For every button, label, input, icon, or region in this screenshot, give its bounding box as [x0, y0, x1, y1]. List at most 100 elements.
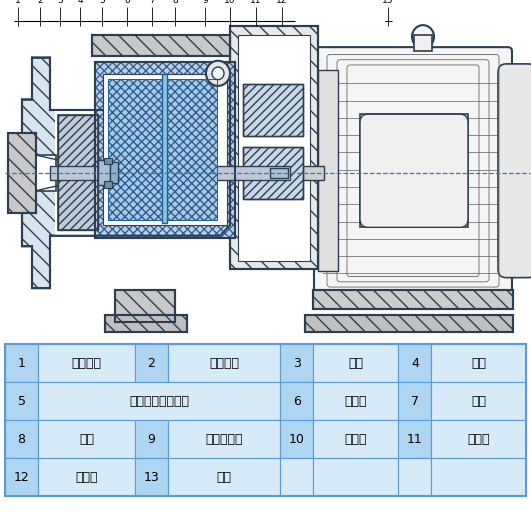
Bar: [360, 114, 468, 227]
Bar: [238, 35, 310, 261]
Bar: [432, 420, 526, 458]
Bar: [105, 315, 187, 332]
FancyBboxPatch shape: [360, 114, 468, 227]
Bar: [110, 162, 118, 183]
Bar: [50, 165, 290, 180]
Bar: [282, 165, 324, 180]
Bar: [243, 146, 303, 199]
Text: 7: 7: [149, 0, 155, 5]
Bar: [95, 62, 235, 238]
Bar: [414, 35, 432, 51]
Text: 11: 11: [407, 433, 423, 446]
Text: 8: 8: [172, 0, 178, 5]
Text: 13: 13: [143, 471, 159, 484]
Text: 13: 13: [382, 0, 394, 5]
Text: 10: 10: [289, 433, 305, 446]
Bar: [398, 458, 432, 496]
Bar: [398, 345, 432, 382]
Bar: [58, 115, 98, 230]
Text: 6: 6: [293, 395, 301, 408]
Bar: [162, 74, 167, 223]
Bar: [398, 420, 432, 458]
Bar: [95, 62, 235, 238]
Bar: [38, 420, 135, 458]
Bar: [280, 382, 313, 420]
Text: 9: 9: [148, 433, 156, 446]
Bar: [243, 84, 303, 136]
Text: 1: 1: [15, 0, 21, 5]
Bar: [230, 26, 318, 269]
Text: 3: 3: [57, 0, 63, 5]
Bar: [313, 382, 398, 420]
Text: 电机: 电机: [217, 471, 232, 484]
Text: 12: 12: [276, 0, 288, 5]
Bar: [313, 290, 513, 309]
Text: 9: 9: [202, 0, 208, 5]
Bar: [108, 78, 163, 220]
Text: 2: 2: [148, 357, 156, 370]
Text: 7: 7: [411, 395, 419, 408]
Bar: [5, 345, 38, 382]
Text: 泵体衬套: 泵体衬套: [209, 357, 239, 370]
Bar: [165, 78, 217, 220]
Bar: [5, 420, 38, 458]
Bar: [115, 290, 175, 322]
Polygon shape: [22, 58, 230, 288]
Bar: [168, 345, 280, 382]
Bar: [432, 382, 526, 420]
Text: 叶轮、内磁钢总成: 叶轮、内磁钢总成: [129, 395, 189, 408]
Bar: [165, 78, 217, 220]
Bar: [168, 420, 280, 458]
Circle shape: [412, 25, 434, 48]
Text: 5: 5: [99, 0, 105, 5]
Polygon shape: [55, 110, 215, 236]
Bar: [230, 26, 318, 269]
Bar: [5, 345, 526, 496]
Circle shape: [212, 67, 224, 80]
Bar: [313, 290, 513, 309]
Bar: [432, 345, 526, 382]
Bar: [38, 345, 135, 382]
Bar: [398, 382, 432, 420]
Bar: [104, 158, 112, 164]
Bar: [243, 84, 303, 136]
Bar: [38, 458, 135, 496]
Bar: [36, 155, 56, 190]
Bar: [8, 133, 36, 212]
Bar: [280, 420, 313, 458]
Bar: [92, 35, 230, 55]
Text: 8: 8: [18, 433, 25, 446]
Bar: [95, 62, 235, 238]
Text: 轴承: 轴承: [471, 395, 486, 408]
Bar: [432, 458, 526, 496]
Text: 泵轴: 泵轴: [79, 433, 94, 446]
Text: 11: 11: [250, 0, 262, 5]
Text: 4: 4: [411, 357, 419, 370]
Text: 外磁钢总成: 外磁钢总成: [205, 433, 243, 446]
Text: 10: 10: [224, 0, 236, 5]
Text: 密封圈: 密封圈: [345, 395, 367, 408]
Bar: [5, 458, 38, 496]
Bar: [98, 160, 110, 185]
Text: 动环: 动环: [471, 357, 486, 370]
FancyBboxPatch shape: [314, 47, 512, 294]
Bar: [168, 458, 280, 496]
Text: 12: 12: [14, 471, 29, 484]
Bar: [38, 382, 280, 420]
Bar: [92, 35, 230, 55]
Bar: [135, 345, 168, 382]
Bar: [103, 74, 227, 225]
Bar: [8, 133, 36, 212]
Bar: [115, 290, 175, 322]
Bar: [243, 146, 303, 199]
Bar: [280, 458, 313, 496]
Bar: [108, 78, 163, 220]
Bar: [305, 315, 513, 332]
Text: 1: 1: [18, 357, 25, 370]
Text: 4: 4: [77, 0, 83, 5]
Text: 止推环: 止推环: [345, 433, 367, 446]
Bar: [313, 420, 398, 458]
Text: 3: 3: [293, 357, 301, 370]
Bar: [135, 420, 168, 458]
Bar: [313, 345, 398, 382]
